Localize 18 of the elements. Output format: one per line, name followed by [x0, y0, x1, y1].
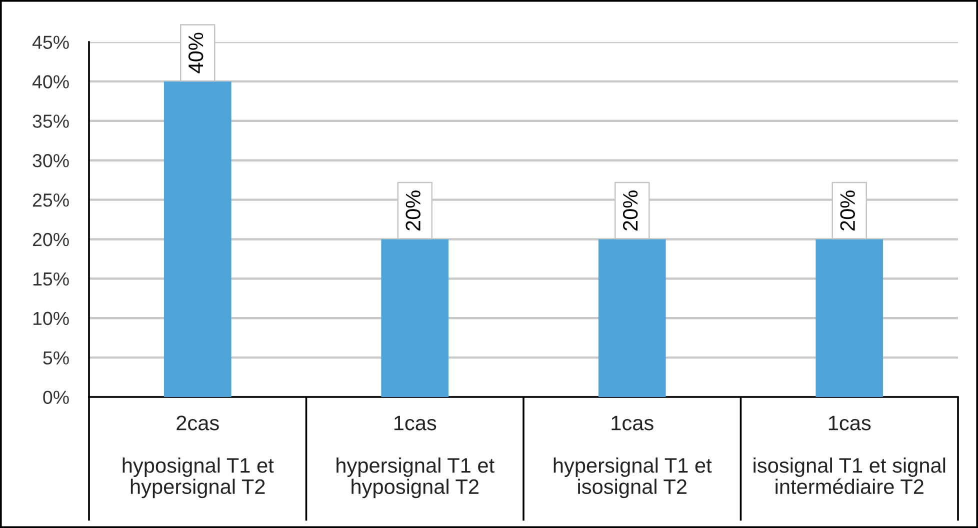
category-label: 1cas hypersignal T1 et hyposignal T2	[336, 416, 494, 498]
y-tick-label: 15%	[33, 272, 69, 286]
y-tick-label: 40%	[32, 75, 69, 88]
y-tick-label: 10%	[33, 312, 69, 326]
y-tick-label: 20%	[32, 232, 69, 246]
y-tick-label: 45%	[32, 36, 69, 49]
y-tick-label: 0%	[43, 390, 69, 404]
y-tick-label: 5%	[43, 351, 69, 365]
category-label: 1cas hypersignal T1 et isosignal T2	[554, 416, 712, 498]
y-tick-label: 35%	[32, 114, 69, 128]
data-label: 20%	[622, 190, 638, 230]
y-tick-label: 25%	[32, 193, 69, 207]
data-label: 20%	[406, 190, 420, 230]
data-label: 20%	[840, 190, 855, 230]
y-tick-label: 30%	[32, 154, 69, 168]
category-label: 2cas hyposignal T1 et hypersignal T2	[122, 416, 274, 498]
data-label: 40%	[188, 32, 204, 74]
category-label: 1cas isosignal T1 et signal intermédiaire T2	[754, 416, 946, 494]
